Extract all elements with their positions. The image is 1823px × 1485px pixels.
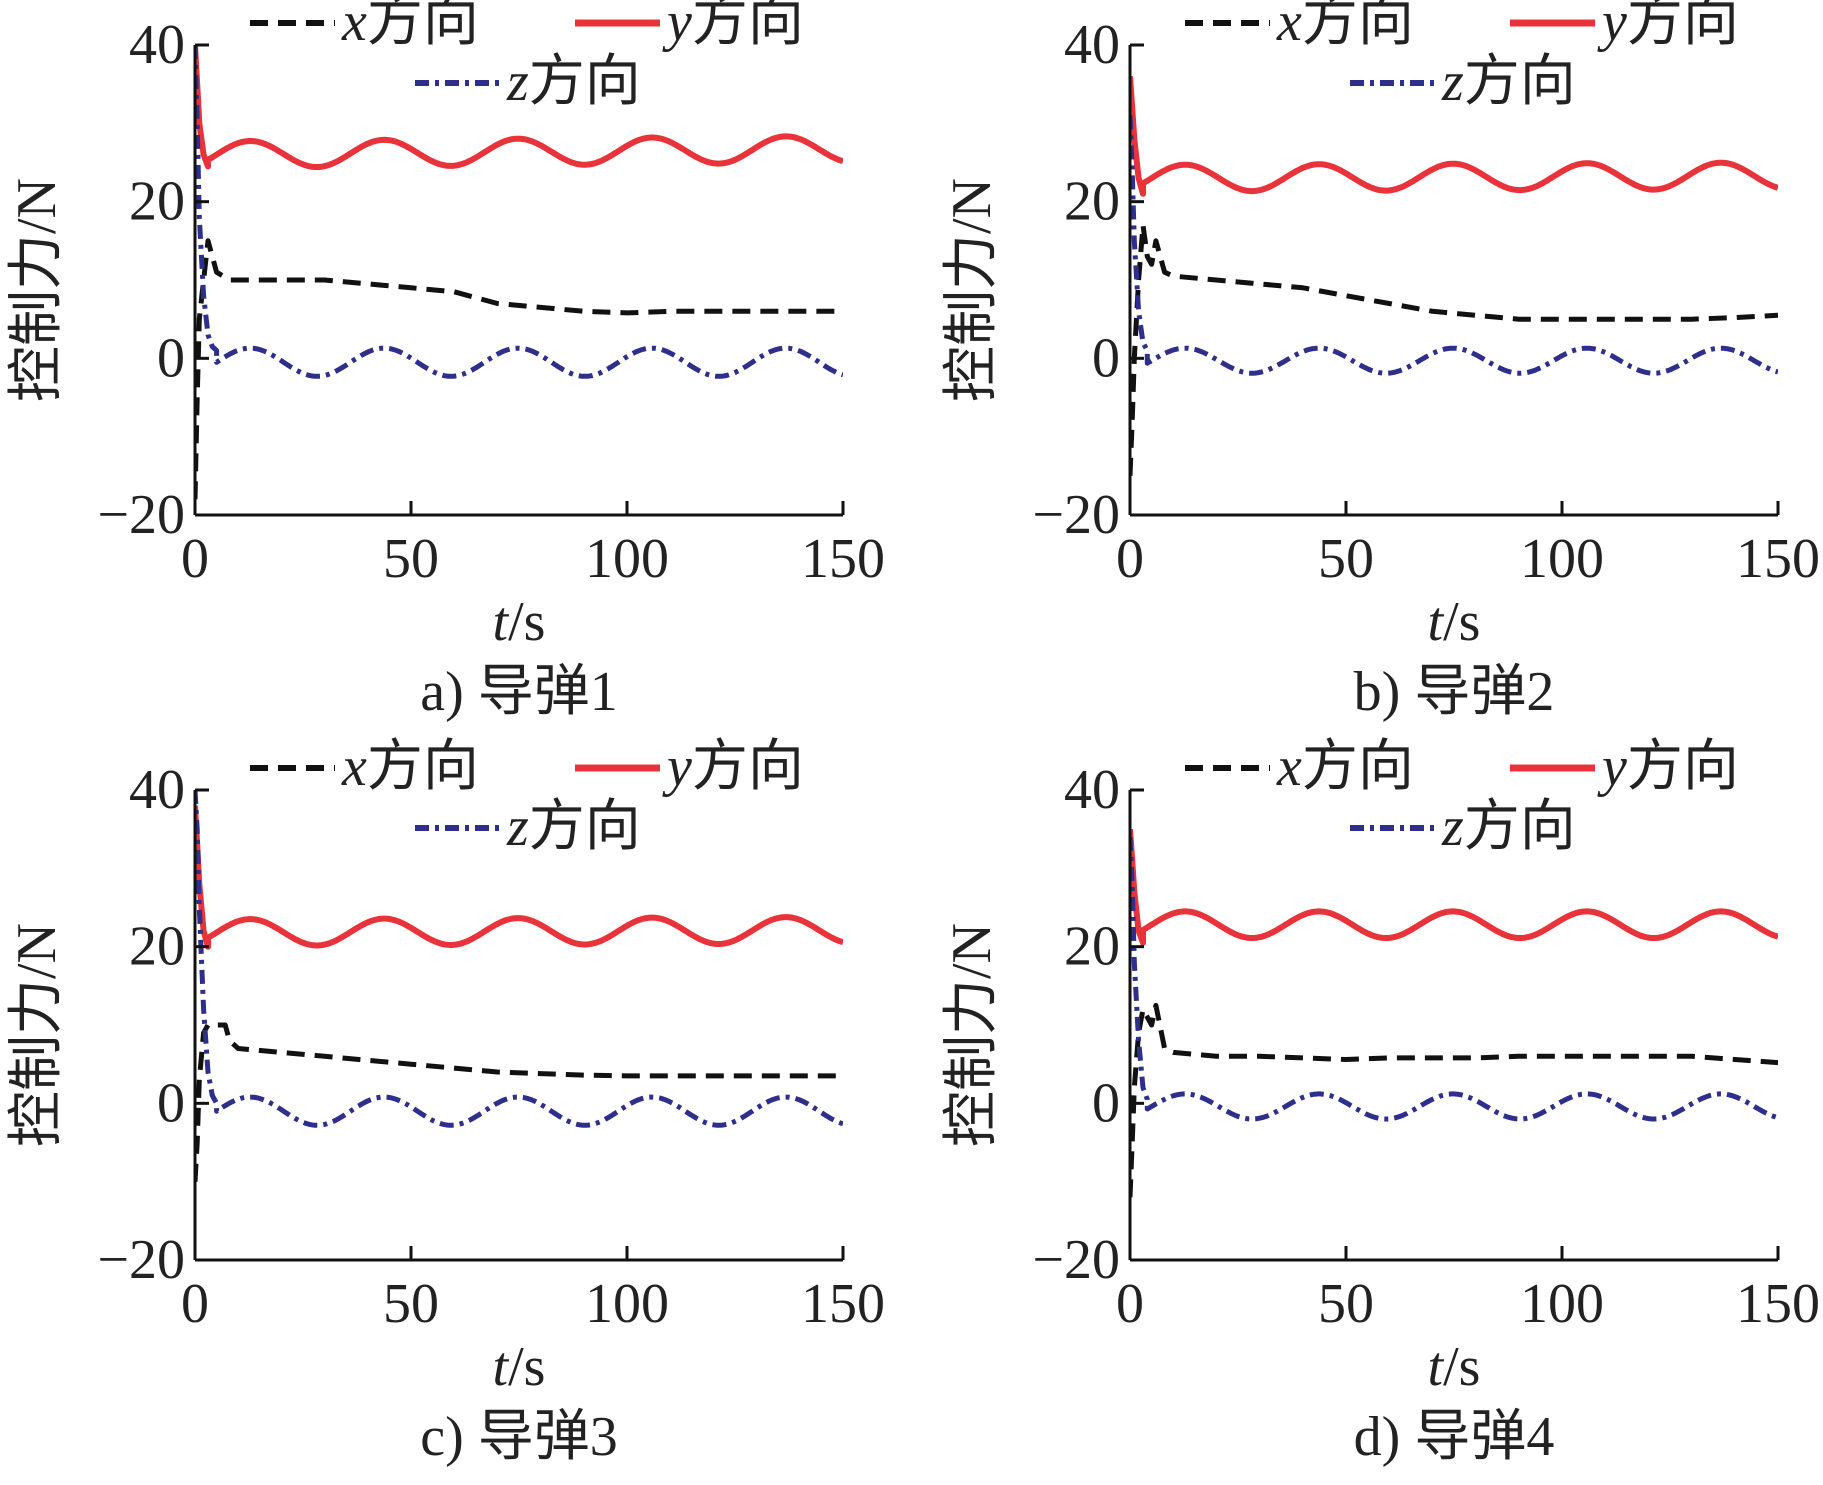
series-line-z [1130, 115, 1778, 376]
x-tick-label: 150 [1736, 528, 1820, 590]
x-tick-label: 150 [1736, 1273, 1820, 1335]
legend-item-y: y方向 [575, 0, 804, 53]
series-line-z [195, 789, 843, 1128]
legend-item-x: x方向 [1185, 0, 1414, 53]
legend-label-x: x方向 [341, 736, 479, 798]
panel-caption: b) 导弹2 [1354, 661, 1555, 723]
y-tick-label: 0 [157, 327, 185, 389]
y-tick-label: −20 [1032, 484, 1120, 546]
x-axis-title: t/s [493, 591, 546, 653]
series-line-y [1130, 76, 1778, 197]
x-tick-label: 0 [181, 528, 209, 590]
panel-caption: a) 导弹1 [420, 661, 618, 723]
y-tick-label: 40 [1064, 14, 1120, 76]
legend-label-z: z方向 [1441, 796, 1576, 858]
legend-label-z: z方向 [506, 51, 641, 113]
legend-label-z: z方向 [506, 796, 641, 858]
legend-item-x: x方向 [250, 0, 479, 53]
y-axis-title: 控制力/N [6, 923, 68, 1147]
series-line-x [195, 1022, 843, 1182]
y-tick-label: −20 [97, 484, 185, 546]
x-tick-label: 150 [801, 1273, 885, 1335]
legend-label-y: y方向 [662, 0, 804, 53]
legend-label-x: x方向 [1276, 0, 1414, 53]
series-line-y [195, 44, 843, 170]
x-axis-title: t/s [493, 1336, 546, 1398]
y-tick-label: 40 [129, 759, 185, 821]
x-tick-label: 50 [1318, 1273, 1374, 1335]
x-tick-label: 100 [1520, 1273, 1604, 1335]
series-line-z [195, 44, 843, 379]
y-tick-label: 20 [1064, 171, 1120, 233]
x-tick-label: 0 [1116, 528, 1144, 590]
legend-item-y: y方向 [1510, 736, 1739, 798]
legend-item-z: z方向 [1350, 796, 1576, 858]
y-tick-label: −20 [97, 1229, 185, 1291]
y-tick-label: 20 [1064, 916, 1120, 978]
x-tick-label: 50 [1318, 528, 1374, 590]
legend-label-x: x方向 [1276, 736, 1414, 798]
y-tick-label: 40 [1064, 759, 1120, 821]
legend-label-y: y方向 [662, 736, 804, 798]
y-tick-label: 0 [1092, 327, 1120, 389]
series-line-y [1130, 828, 1778, 946]
y-axis-title: 控制力/N [6, 178, 68, 402]
y-tick-label: 0 [1092, 1072, 1120, 1134]
y-tick-label: 20 [129, 916, 185, 978]
series-line-z [1130, 836, 1778, 1122]
series-line-x [1130, 222, 1778, 476]
series-line-x [195, 238, 843, 500]
legend-label-y: y方向 [1597, 736, 1739, 798]
x-tick-label: 100 [585, 528, 669, 590]
legend-item-z: z方向 [1350, 51, 1576, 113]
legend-label-z: z方向 [1441, 51, 1576, 113]
x-axis-title: t/s [1428, 1336, 1481, 1398]
legend-item-y: y方向 [1510, 0, 1739, 53]
x-tick-label: 100 [1520, 528, 1604, 590]
x-tick-label: 50 [383, 528, 439, 590]
legend-label-x: x方向 [341, 0, 479, 53]
y-tick-label: 40 [129, 14, 185, 76]
legend-item-y: y方向 [575, 736, 804, 798]
legend-item-z: z方向 [415, 51, 641, 113]
legend-item-z: z方向 [415, 796, 641, 858]
y-tick-label: 0 [157, 1072, 185, 1134]
legend-label-y: y方向 [1597, 0, 1739, 53]
panel-caption: d) 导弹4 [1354, 1406, 1555, 1468]
x-tick-label: 150 [801, 528, 885, 590]
y-axis-title: 控制力/N [941, 178, 1003, 402]
x-axis-title: t/s [1428, 591, 1481, 653]
x-tick-label: 50 [383, 1273, 439, 1335]
series-line-y [195, 805, 843, 950]
x-tick-label: 0 [181, 1273, 209, 1335]
panel-caption: c) 导弹3 [420, 1406, 618, 1468]
x-tick-label: 0 [1116, 1273, 1144, 1335]
y-tick-label: −20 [1032, 1229, 1120, 1291]
x-tick-label: 100 [585, 1273, 669, 1335]
series-line-x [1130, 1002, 1778, 1198]
y-axis-title: 控制力/N [941, 923, 1003, 1147]
y-tick-label: 20 [129, 171, 185, 233]
legend-item-x: x方向 [250, 736, 479, 798]
legend-item-x: x方向 [1185, 736, 1414, 798]
